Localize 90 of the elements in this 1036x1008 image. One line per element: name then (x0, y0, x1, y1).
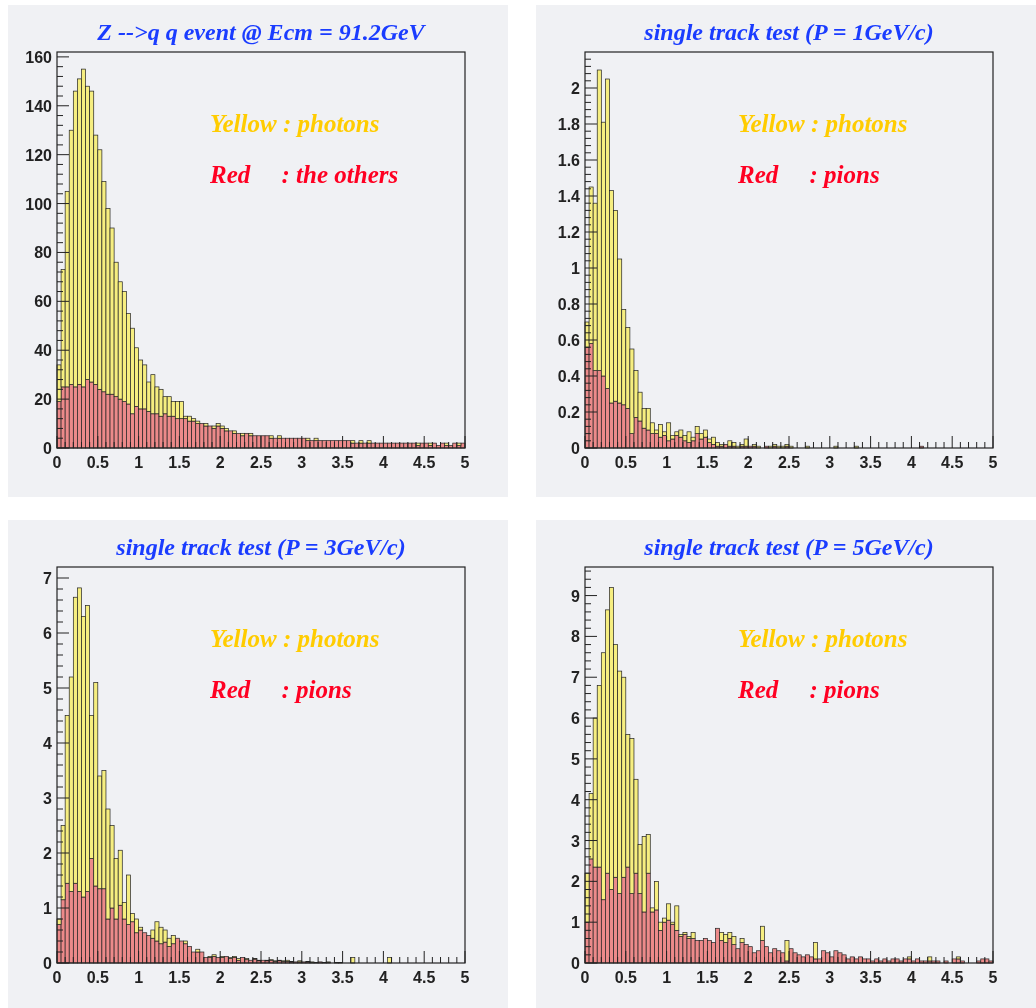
annotation: Yellow : photons (738, 110, 908, 137)
y-tick-label: 2 (571, 873, 581, 891)
x-tick-label: 4 (906, 454, 916, 471)
y-tick-label: 5 (43, 680, 53, 697)
y-tick-label: 4 (571, 791, 581, 809)
annotation: Yellow : photons (738, 625, 908, 652)
x-tick-label: 4.5 (941, 454, 964, 471)
x-tick-label: 2.5 (249, 969, 273, 986)
y-tick-label: 80 (34, 244, 53, 262)
y-tick-label: 1.6 (557, 152, 581, 169)
chart-title: single track test (P = 1GeV/c) (643, 19, 934, 45)
x-tick-label: 1.5 (696, 454, 719, 471)
annotation: Red : pions (737, 161, 880, 188)
x-tick-label: 5 (460, 969, 470, 986)
y-tick-label: 40 (34, 342, 53, 360)
y-tick-label: 7 (43, 570, 53, 587)
y-tick-label: 3 (43, 790, 53, 807)
x-tick-label: 1.5 (168, 454, 191, 471)
y-tick-label: 0.8 (557, 296, 581, 313)
x-tick-label: 2.5 (777, 454, 801, 471)
annotation: Red : pions (209, 676, 352, 703)
x-tick-label: 1 (134, 969, 144, 986)
x-tick-label: 4 (906, 969, 916, 986)
y-tick-label: 100 (25, 195, 53, 213)
y-tick-label: 8 (571, 628, 581, 646)
x-tick-label: 3.5 (859, 969, 882, 986)
y-tick-label: 0.2 (557, 404, 581, 421)
chart-title: single track test (P = 5GeV/c) (643, 534, 934, 560)
x-tick-label: 3 (825, 969, 835, 986)
y-tick-label: 0 (43, 440, 53, 457)
x-tick-label: 1 (134, 454, 144, 471)
x-tick-label: 3 (297, 969, 307, 986)
x-tick-label: 5 (988, 454, 998, 471)
y-tick-label: 6 (43, 625, 53, 642)
y-tick-label: 9 (571, 587, 581, 605)
y-tick-label: 1.2 (557, 224, 581, 241)
y-tick-label: 140 (25, 97, 53, 115)
x-tick-label: 2 (743, 969, 753, 986)
y-tick-label: 0.4 (557, 368, 581, 385)
y-tick-label: 3 (571, 832, 581, 850)
y-tick-label: 1 (571, 260, 581, 277)
x-tick-label: 1 (662, 454, 672, 471)
chart-title: single track test (P = 3GeV/c) (115, 534, 406, 560)
y-tick-label: 60 (34, 293, 53, 311)
y-tick-label: 0 (571, 440, 581, 457)
annotation: Red : pions (737, 676, 880, 703)
y-tick-label: 6 (571, 710, 581, 728)
annotation: Yellow : photons (210, 110, 380, 137)
y-tick-label: 0 (43, 955, 53, 972)
x-tick-label: 4 (378, 969, 388, 986)
x-tick-label: 4.5 (941, 969, 964, 986)
x-tick-label: 2 (215, 454, 225, 471)
x-tick-label: 4.5 (413, 454, 436, 471)
y-tick-label: 7 (571, 669, 581, 687)
x-tick-label: 3.5 (859, 454, 882, 471)
y-tick-label: 1 (571, 914, 581, 932)
y-tick-label: 160 (25, 48, 53, 66)
x-tick-label: 3.5 (331, 969, 354, 986)
x-tick-label: 1.5 (168, 969, 191, 986)
y-tick-label: 120 (25, 146, 53, 164)
x-tick-label: 2 (743, 454, 753, 471)
chart-title: Z -->q q event @ Ecm = 91.2GeV (96, 19, 427, 45)
x-tick-label: 3 (825, 454, 835, 471)
x-tick-label: 4 (378, 454, 388, 471)
y-tick-label: 2 (571, 80, 581, 97)
x-tick-label: 1.5 (696, 969, 719, 986)
x-tick-label: 0.5 (86, 454, 110, 471)
y-tick-label: 20 (34, 391, 53, 409)
y-tick-label: 1 (43, 900, 53, 917)
y-tick-label: 0.6 (557, 332, 581, 349)
annotation: Red : the others (209, 161, 399, 188)
y-tick-label: 0 (571, 955, 581, 972)
x-tick-label: 0.5 (86, 969, 110, 986)
x-tick-label: 2.5 (249, 454, 273, 471)
y-tick-label: 1.8 (557, 116, 581, 133)
x-tick-label: 2.5 (777, 969, 801, 986)
x-tick-label: 3.5 (331, 454, 354, 471)
x-tick-label: 4.5 (413, 969, 436, 986)
y-tick-label: 2 (43, 845, 53, 862)
x-tick-label: 3 (297, 454, 307, 471)
y-tick-label: 4 (43, 735, 53, 752)
x-tick-label: 5 (988, 969, 998, 986)
x-tick-label: 0.5 (614, 969, 638, 986)
y-tick-label: 1.4 (557, 188, 581, 205)
x-tick-label: 0.5 (614, 454, 638, 471)
y-tick-label: 5 (571, 750, 581, 768)
annotation: Yellow : photons (210, 625, 380, 652)
x-tick-label: 5 (460, 454, 470, 471)
x-tick-label: 2 (215, 969, 225, 986)
x-tick-label: 1 (662, 969, 672, 986)
